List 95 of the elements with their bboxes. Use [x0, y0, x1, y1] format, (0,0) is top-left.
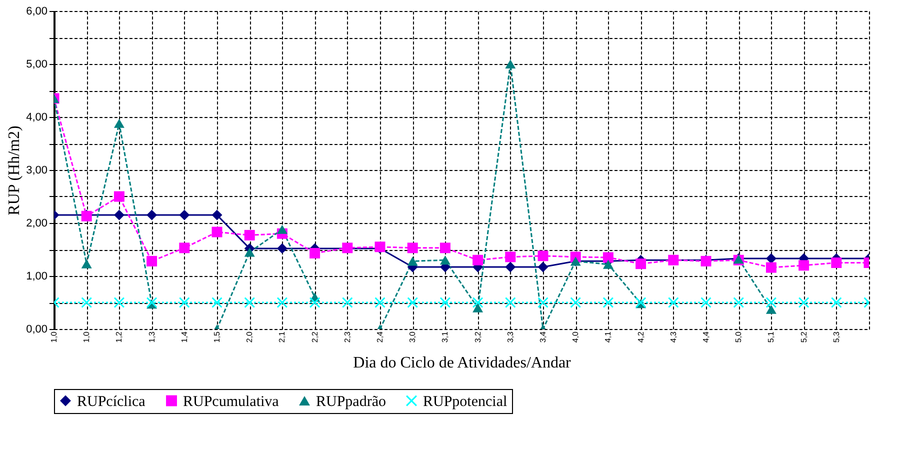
y-tick-label: 0,00	[26, 324, 48, 336]
point	[114, 297, 124, 308]
point	[244, 248, 255, 257]
point	[538, 250, 548, 262]
x-tick-label: 4,3	[668, 330, 678, 343]
x-tick-label: 1,5	[212, 330, 222, 343]
x-tick-label: 1,4	[180, 330, 189, 343]
point	[700, 297, 712, 308]
x-tick-label: 1,0	[50, 330, 58, 343]
x-tick-label: 5,0	[734, 330, 744, 343]
point	[81, 297, 92, 308]
point	[114, 210, 124, 220]
x-tick-label: 1,3	[147, 330, 156, 343]
point	[505, 252, 516, 262]
point	[342, 297, 353, 308]
y-tick-label: 2,00	[26, 218, 48, 230]
point	[440, 256, 450, 265]
point	[244, 297, 255, 308]
x-tick-label: 2,3	[342, 330, 352, 343]
point	[798, 260, 810, 271]
point	[440, 297, 450, 308]
point	[733, 297, 744, 308]
point	[276, 297, 288, 308]
point	[179, 242, 190, 254]
point	[798, 297, 810, 308]
legend-label: RUPcumulativa	[183, 394, 280, 410]
point	[310, 297, 320, 308]
y-axis-title: RUP (Hh/m2)	[6, 126, 24, 216]
point	[407, 242, 418, 254]
x-axis-title: Dia do Ciclo de Atividades/Andar	[353, 354, 572, 372]
x-tick-label: 4,0	[571, 330, 580, 343]
point	[212, 210, 222, 220]
point	[766, 304, 776, 314]
point	[114, 191, 124, 202]
x-tick-label: 3,2	[473, 330, 482, 343]
x-tick-label: 2,1	[278, 330, 287, 343]
legend-label: RUPcíclica	[77, 394, 146, 410]
point	[602, 252, 614, 263]
y-tick-label: 6,00	[26, 6, 48, 18]
point	[244, 230, 255, 240]
x-tick-label: 3,1	[440, 330, 450, 343]
x-tick-label: 5,2	[799, 330, 808, 343]
point	[276, 243, 288, 254]
point	[440, 242, 450, 254]
legend-label: RUPpotencial	[423, 394, 508, 410]
point	[505, 59, 516, 69]
point	[179, 297, 190, 308]
point	[636, 258, 646, 270]
y-tick-label: 3,00	[26, 164, 48, 176]
x-tick-label: 2,2	[310, 330, 320, 343]
point	[668, 297, 679, 308]
x-tick-label: 2,4	[376, 330, 384, 343]
point	[766, 297, 776, 308]
point	[538, 297, 548, 308]
point	[407, 256, 418, 266]
point	[472, 254, 484, 266]
point	[179, 210, 190, 220]
point	[472, 297, 484, 308]
point	[505, 297, 516, 308]
point	[276, 224, 288, 234]
point	[505, 262, 516, 272]
point	[407, 297, 418, 308]
y-tick-label: 5,00	[26, 58, 48, 70]
point	[81, 259, 92, 268]
x-tick-label: 4,4	[702, 330, 710, 343]
point	[570, 297, 581, 308]
point	[602, 260, 614, 269]
point	[146, 210, 158, 220]
y-tick-label: 4,00	[26, 112, 48, 124]
x-tick-label: 5,1	[766, 330, 776, 343]
point	[766, 253, 776, 264]
point	[766, 262, 776, 273]
point	[146, 256, 158, 266]
y-tick-label: 1,00	[26, 270, 48, 282]
point	[831, 258, 842, 268]
point	[602, 297, 614, 308]
x-tick-label: 3,3	[506, 330, 515, 343]
x-tick-label: 5,3	[832, 330, 841, 343]
x-tick-label: 4,1	[604, 330, 613, 343]
legend-label: RUPpadrão	[316, 394, 386, 410]
point	[374, 297, 386, 308]
point	[538, 262, 548, 272]
x-tick-label: 4,2	[636, 330, 646, 343]
point	[212, 297, 222, 308]
point	[212, 226, 222, 238]
point	[831, 297, 842, 308]
x-tick-label: 1,0	[82, 330, 92, 343]
x-tick-label: 1,2	[114, 330, 124, 343]
point	[146, 297, 158, 308]
point	[472, 303, 484, 312]
x-tick-label: 3,0	[408, 330, 418, 343]
point	[310, 248, 320, 258]
x-tick-label: 3,4	[538, 330, 548, 343]
x-tick-label: 2,0	[245, 330, 254, 343]
point	[114, 118, 124, 128]
